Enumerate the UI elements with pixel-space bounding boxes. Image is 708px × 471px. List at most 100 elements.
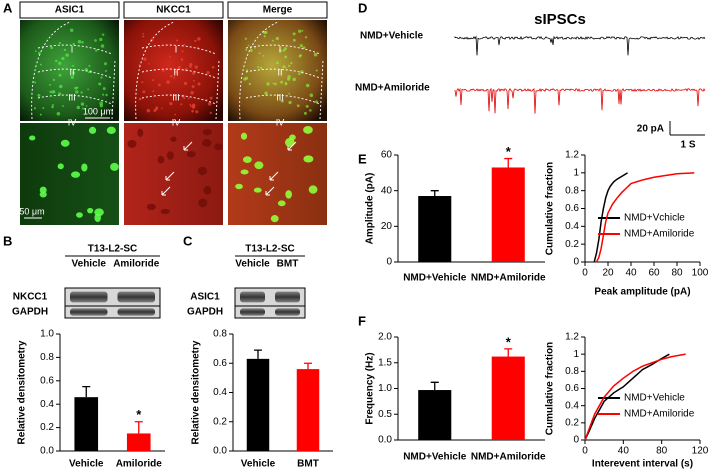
layer-label: II [173, 67, 178, 77]
y-axis-label: Cumulative fraction [545, 162, 556, 255]
x-tick-label: 20 [602, 268, 614, 279]
bar [491, 356, 525, 440]
cell [87, 207, 94, 214]
cell [34, 50, 37, 52]
column-header-box [227, 1, 328, 19]
cell [51, 103, 54, 107]
cell [103, 62, 107, 66]
cell [143, 57, 147, 61]
column-header-box [123, 1, 224, 19]
y-tick-label: 0.6 [40, 375, 54, 386]
scale-bar-label: 100 μm [83, 106, 113, 116]
y-tick-label: 0.2 [213, 416, 227, 427]
x-tick-label: Vehicle [69, 459, 104, 470]
cell [203, 186, 212, 195]
cell [99, 101, 104, 106]
cell [61, 56, 65, 61]
column-header-box [19, 1, 120, 19]
x-tick-label: Amiloride [116, 459, 163, 470]
cell [50, 46, 54, 50]
y-tick-label: 1 [573, 167, 579, 178]
cell [70, 75, 74, 79]
cumulative-line [595, 172, 695, 263]
blot-band [240, 291, 265, 303]
blot-band [117, 308, 155, 316]
cell [58, 41, 62, 45]
cell [59, 84, 63, 89]
cell [282, 65, 286, 69]
legend-label: NMD+Amiloride [624, 229, 695, 240]
cell [264, 91, 268, 96]
x-tick-label: 120 [692, 446, 708, 457]
cell [263, 35, 266, 38]
layer-boundary [245, 68, 321, 79]
cell [304, 36, 308, 39]
cell [142, 90, 146, 94]
y-tick-label: 0.5 [378, 409, 392, 420]
cell [99, 104, 104, 108]
cell [248, 82, 252, 86]
protein-label: NKCC1 [13, 292, 48, 303]
cell [29, 135, 36, 141]
cell [142, 32, 145, 35]
cell [94, 213, 101, 222]
blot-band [117, 291, 155, 303]
cell [153, 109, 157, 113]
cell [58, 92, 62, 96]
bar [296, 369, 320, 451]
cell [298, 54, 302, 58]
cell [196, 46, 200, 49]
cell [253, 187, 262, 193]
cell [287, 77, 291, 81]
cell [192, 71, 196, 75]
trace [454, 35, 706, 56]
cell [240, 132, 248, 140]
cell [244, 37, 247, 40]
cell [169, 102, 173, 106]
y-tick-label: 0.6 [565, 383, 579, 394]
cell [75, 90, 79, 94]
y-tick-label: 0.2 [565, 417, 579, 428]
cell [245, 48, 248, 51]
cell [271, 39, 274, 42]
y-tick-label: 1.0 [378, 383, 392, 394]
cell [146, 108, 151, 113]
panel-label: B [3, 233, 12, 248]
scale-bar-label: 50 μm [19, 206, 44, 216]
cell [152, 79, 155, 82]
bar [491, 167, 525, 262]
layer-label: IV [68, 117, 77, 127]
y-axis-label: Frequency (Hz) [365, 352, 376, 424]
cell [191, 109, 194, 113]
layer-label: II [69, 67, 74, 77]
bar [74, 397, 99, 451]
bar [126, 433, 151, 451]
y-tick-label: 60 [381, 150, 393, 161]
layer-boundary [141, 94, 217, 105]
cell [180, 58, 184, 61]
region-outline [135, 21, 220, 120]
cell [292, 77, 296, 82]
blot-band [70, 291, 108, 303]
x-tick-label: 100 [692, 268, 708, 279]
layer-label: III [276, 92, 284, 102]
arrow [269, 171, 279, 181]
cell [191, 105, 196, 109]
cell [247, 44, 250, 47]
cell [194, 39, 197, 43]
blot-band [275, 291, 300, 303]
lane-label: Vehicle [235, 259, 270, 270]
cell [299, 44, 303, 48]
cell [309, 109, 312, 112]
cell [259, 66, 263, 70]
arrow [287, 141, 297, 151]
cell [183, 81, 188, 86]
cell [156, 106, 158, 108]
error-bar [430, 381, 439, 391]
x-tick-label: BMT [297, 459, 319, 470]
protein-label: GAPDH [187, 307, 223, 318]
cell [77, 39, 82, 44]
arrow [165, 171, 175, 181]
cell [277, 200, 286, 207]
